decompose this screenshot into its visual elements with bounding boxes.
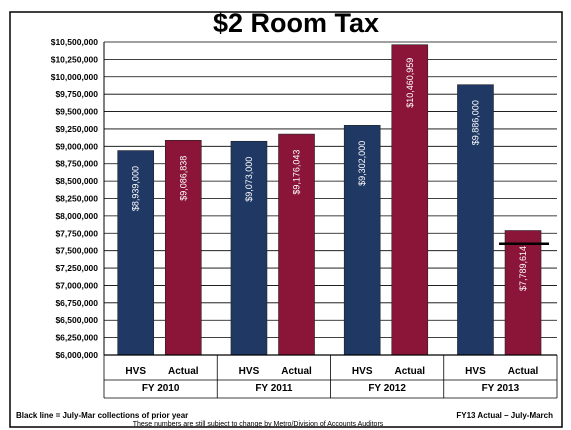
footnote-right: FY13 Actual – July-March: [456, 411, 553, 420]
bar-value-label: $8,939,000: [131, 166, 141, 211]
bar-actual: [391, 44, 429, 356]
bar-hvs: [457, 84, 494, 356]
footnote-center: These numbers are still subject to chang…: [133, 421, 384, 428]
footnote-left: Black line = July-Mar collections of pri…: [16, 411, 188, 420]
bar-hvs: [117, 150, 155, 356]
y-tick-label: $7,500,000: [55, 246, 98, 256]
bar-value-label: $9,302,000: [357, 141, 367, 186]
bar-hvs: [230, 140, 268, 356]
bar-value-label: $9,086,838: [178, 156, 188, 201]
bar-value-label: $9,073,000: [244, 157, 254, 202]
y-tick-label: $8,750,000: [55, 159, 98, 169]
y-tick-label: $9,500,000: [55, 107, 98, 117]
y-tick-label: $7,000,000: [55, 280, 98, 290]
y-tick-label: $8,250,000: [55, 194, 98, 204]
y-tick-label: $10,500,000: [51, 37, 99, 47]
bar-category-label: Actual: [168, 366, 199, 377]
group-label: FY 2012: [368, 383, 406, 394]
chart-frame: [9, 11, 563, 428]
bar-hvs: [343, 125, 381, 356]
y-tick-label: $9,250,000: [55, 124, 98, 134]
group-label: FY 2010: [142, 383, 180, 394]
group-label: FY 2013: [482, 383, 520, 394]
y-tick-label: $10,000,000: [51, 72, 99, 82]
bar-category-label: Actual: [508, 366, 539, 377]
y-tick-label: $8,500,000: [55, 176, 98, 186]
bar-actual: [164, 139, 202, 356]
y-tick-label: $10,250,000: [51, 54, 99, 64]
bar-value-label: $9,176,043: [292, 150, 302, 195]
group-label: FY 2011: [255, 383, 293, 394]
bar-value-label: $7,789,614: [518, 246, 528, 291]
bar-category-label: HVS: [239, 366, 260, 377]
y-tick-label: $7,250,000: [55, 263, 98, 273]
y-tick-label: $9,000,000: [55, 141, 98, 151]
bar-category-label: Actual: [281, 366, 312, 377]
y-tick-label: $6,000,000: [55, 350, 98, 360]
bar-category-label: Actual: [394, 366, 425, 377]
y-tick-label: $7,750,000: [55, 228, 98, 238]
bar-value-label: $10,460,959: [405, 58, 415, 108]
y-tick-label: $6,750,000: [55, 298, 98, 308]
bar-category-label: HVS: [352, 366, 373, 377]
bar-category-label: HVS: [125, 366, 146, 377]
bar-category-label: HVS: [465, 366, 486, 377]
y-tick-label: $6,250,000: [55, 333, 98, 343]
y-tick-label: $8,000,000: [55, 211, 98, 221]
bar-value-label: $9,886,000: [470, 100, 480, 145]
chart-title: $2 Room Tax: [213, 8, 379, 38]
y-tick-label: $9,750,000: [55, 89, 98, 99]
bar-actual: [278, 133, 315, 356]
y-tick-label: $6,500,000: [55, 315, 98, 325]
bar-actual: [504, 230, 542, 356]
